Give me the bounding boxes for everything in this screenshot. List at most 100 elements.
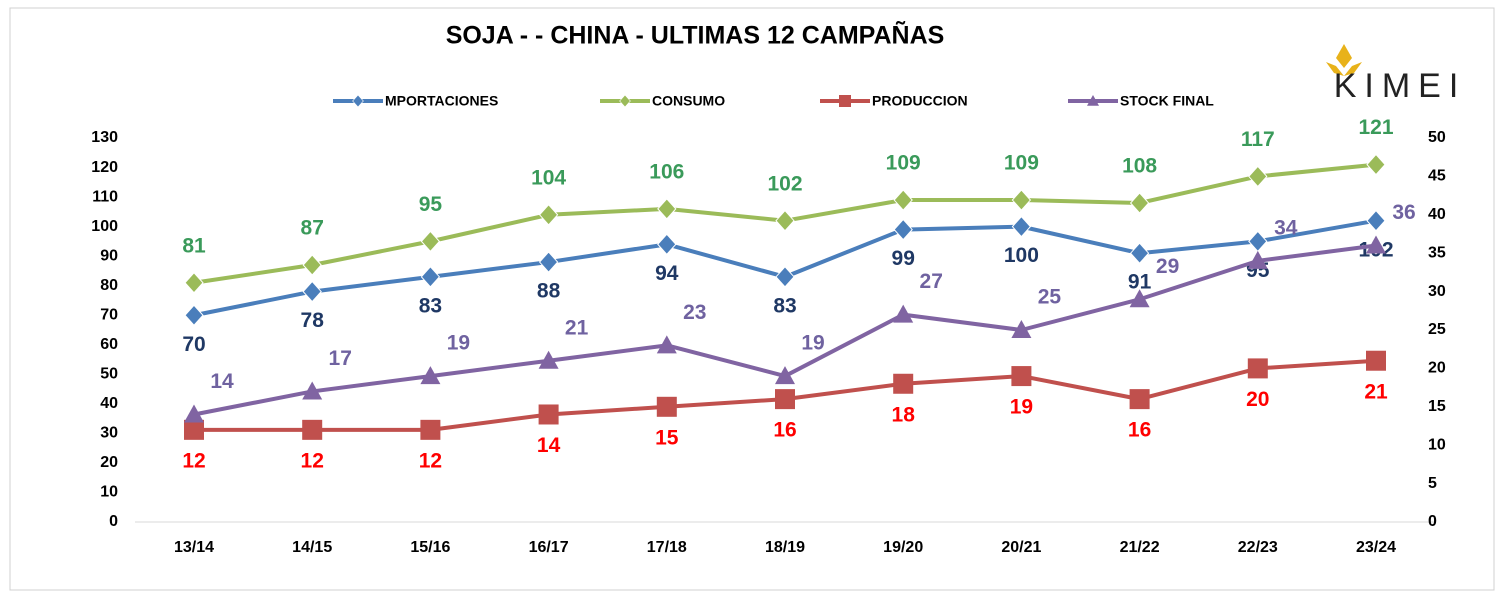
data-label: 16	[1128, 419, 1151, 442]
data-label: 18	[892, 403, 916, 426]
logo: KIMEI	[1326, 44, 1458, 105]
data-label: 121	[1358, 116, 1393, 139]
y-tick-label: 60	[100, 336, 118, 353]
marker	[538, 251, 559, 273]
data-label: 109	[886, 152, 921, 175]
y-tick-label: 0	[109, 513, 118, 530]
y2-tick-label: 25	[1428, 321, 1446, 338]
marker	[538, 350, 559, 369]
chart-frame	[9, 7, 1495, 591]
data-label: 83	[773, 294, 796, 317]
y-tick-label: 40	[100, 395, 118, 412]
marker	[184, 304, 204, 326]
marker	[1366, 209, 1386, 232]
data-label: 23	[683, 301, 706, 324]
legend-marker	[1087, 95, 1099, 106]
data-label: 20	[1246, 388, 1269, 411]
marker	[893, 218, 913, 241]
data-label: 19	[447, 332, 470, 355]
marker	[775, 389, 795, 410]
data-label: 17	[329, 347, 352, 370]
data-label: 88	[537, 280, 561, 303]
marker	[893, 373, 914, 394]
marker	[775, 366, 795, 385]
chart-title: SOJA - - CHINA - ULTIMAS 12 CAMPAÑAS	[446, 20, 945, 50]
x-tick-label: 15/16	[410, 539, 450, 556]
y2-tick-label: 35	[1428, 244, 1446, 261]
legend-label: PRODUCCION	[872, 93, 968, 109]
legend-marker	[839, 95, 851, 107]
marker	[420, 419, 441, 440]
marker	[184, 271, 204, 294]
marker	[1129, 192, 1150, 214]
marker	[1366, 350, 1386, 371]
marker	[1011, 215, 1032, 238]
data-label: 12	[419, 449, 442, 472]
marker	[893, 189, 913, 211]
data-label: 70	[182, 333, 205, 356]
data-label: 36	[1392, 201, 1415, 224]
data-label: 95	[419, 193, 443, 216]
y-tick-label: 20	[100, 454, 118, 471]
marker	[1247, 358, 1268, 379]
data-label: 34	[1274, 216, 1298, 239]
marker	[420, 230, 441, 253]
x-tick-label: 16/17	[529, 539, 569, 556]
marker	[1011, 189, 1032, 211]
marker	[775, 209, 795, 232]
data-label: 106	[649, 160, 684, 183]
data-label: 12	[301, 449, 324, 472]
data-label: 15	[655, 426, 679, 449]
data-label: 12	[182, 449, 205, 472]
y-tick-label: 110	[92, 188, 118, 205]
marker	[1011, 320, 1032, 338]
y2-tick-label: 15	[1428, 398, 1446, 415]
y-tick-label: 10	[100, 484, 118, 501]
y-tick-label: 80	[100, 277, 118, 294]
legend-marker	[619, 94, 631, 108]
marker	[538, 404, 559, 425]
y2-tick-label: 45	[1428, 168, 1446, 185]
y2-tick-label: 50	[1428, 129, 1446, 146]
marker	[1366, 235, 1386, 254]
data-label: 14	[537, 434, 561, 457]
data-label: 102	[767, 172, 802, 195]
marker	[657, 233, 677, 256]
legend-label: MPORTACIONES	[385, 93, 498, 109]
data-label: 21	[565, 316, 589, 339]
marker	[656, 396, 677, 417]
marker	[893, 304, 914, 323]
data-label: 100	[1004, 244, 1039, 267]
data-label: 104	[531, 166, 566, 189]
data-label: 83	[419, 294, 442, 317]
y-tick-label: 30	[100, 425, 118, 442]
marker	[420, 366, 441, 385]
y2-tick-label: 40	[1428, 206, 1446, 223]
x-tick-label: 13/14	[174, 539, 214, 556]
marker	[1129, 389, 1150, 410]
data-label: 81	[182, 234, 206, 257]
legend-label: STOCK FINAL	[1120, 93, 1214, 109]
y2-tick-label: 20	[1428, 360, 1446, 377]
marker	[1011, 366, 1032, 387]
marker	[1247, 250, 1268, 269]
data-label: 91	[1128, 271, 1152, 294]
legend-label: CONSUMO	[652, 93, 725, 109]
marker	[775, 266, 795, 288]
data-label: 14	[210, 370, 234, 393]
data-label: 25	[1038, 286, 1062, 309]
data-label: 109	[1004, 152, 1039, 175]
marker	[1248, 165, 1268, 188]
marker	[302, 280, 322, 303]
marker	[1129, 242, 1150, 264]
marker	[420, 266, 441, 288]
y2-tick-label: 30	[1428, 283, 1446, 300]
data-label: 99	[892, 247, 915, 270]
legend-marker	[352, 94, 364, 108]
marker	[302, 419, 323, 440]
y-tick-label: 130	[91, 129, 118, 146]
marker	[302, 381, 323, 400]
data-label: 29	[1156, 255, 1179, 278]
marker	[538, 204, 559, 226]
